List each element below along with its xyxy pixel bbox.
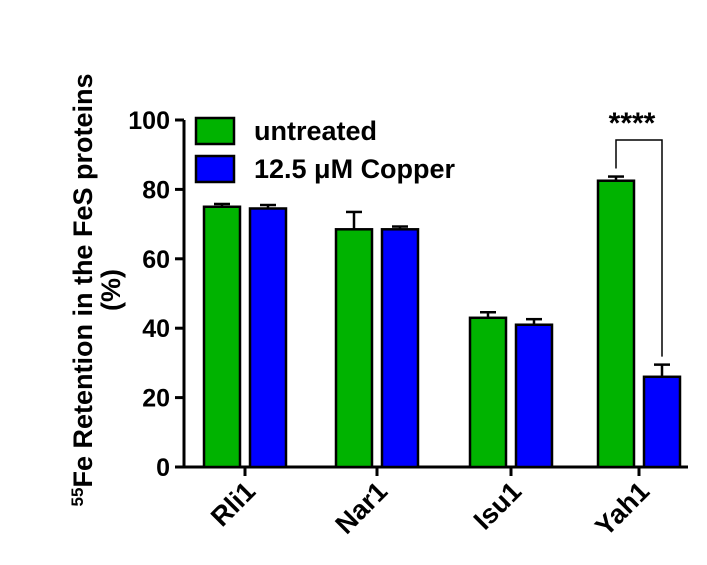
x-tick-label: Rli1 xyxy=(205,476,261,532)
legend-label: 12.5 μM Copper xyxy=(254,154,456,184)
y-tick-label: 60 xyxy=(142,246,170,274)
legend-swatch xyxy=(194,154,236,184)
bar xyxy=(380,228,420,469)
bars xyxy=(202,175,682,469)
y-tick-label: 0 xyxy=(156,454,170,482)
bar xyxy=(642,375,682,469)
legend-label: untreated xyxy=(254,116,377,146)
y-tick-label: 20 xyxy=(142,385,170,413)
y-tick-label: 80 xyxy=(142,176,170,204)
significance-stars: **** xyxy=(609,107,656,140)
bar xyxy=(468,316,508,469)
legend-swatch xyxy=(194,116,236,146)
bar xyxy=(248,207,288,469)
y-axis-label-main: Fe Retention in the FeS proteins xyxy=(68,74,98,488)
x-tick-label: Isu1 xyxy=(468,476,527,535)
y-tick-label: 40 xyxy=(142,315,170,343)
y-axis-label-superscript: 55 xyxy=(68,488,87,507)
bar xyxy=(334,228,374,469)
bar xyxy=(514,323,554,469)
y-tick-label: 100 xyxy=(128,107,170,135)
significance-bracket xyxy=(615,139,663,357)
legend: untreated 12.5 μM Copper xyxy=(194,116,456,184)
bar xyxy=(596,179,636,469)
x-tick-label: Nar1 xyxy=(330,476,394,540)
x-tick-label: Yah1 xyxy=(589,476,655,542)
bar xyxy=(202,205,242,469)
y-axis-label-unit: (%) xyxy=(96,269,126,311)
y-axis-label: 55Fe Retention in the FeS proteins xyxy=(68,74,99,507)
significance-annotation: **** xyxy=(609,107,663,357)
